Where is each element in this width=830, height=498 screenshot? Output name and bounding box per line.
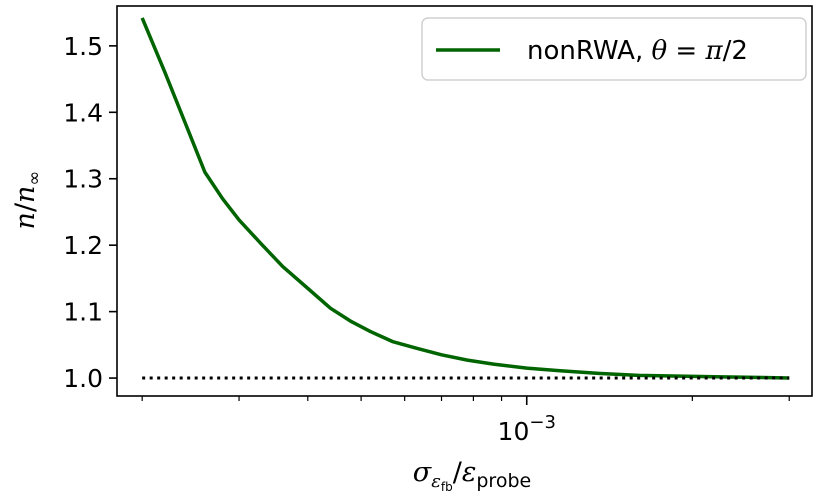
- legend-label: nonRWA, θ = π/2: [527, 36, 748, 66]
- legend-label-text: nonRWA,: [527, 36, 651, 66]
- x-axis-label-slash: /: [453, 457, 463, 488]
- y-axis-ticks: 1.0 1.1 1.2 1.3 1.4 1.5: [63, 32, 117, 393]
- y-tick-label: 1.2: [63, 231, 103, 260]
- legend-label-rest: /2: [723, 36, 748, 66]
- legend-label-pi: π: [704, 36, 723, 66]
- y-tick-label: 1.5: [63, 32, 103, 61]
- x-axis-label-subsub: fb: [441, 480, 453, 494]
- y-tick-label: 1.0: [63, 364, 103, 393]
- y-tick-label: 1.1: [63, 298, 103, 327]
- x-axis-ticks: 10−3: [141, 396, 790, 446]
- y-axis-label: n/n∞: [10, 171, 45, 230]
- plot-marks: [140, 17, 790, 380]
- y-tick-label: 1.3: [63, 165, 103, 194]
- x-axis-label-sub: ε: [431, 471, 441, 492]
- plot-frame: [116, 5, 813, 397]
- y-axis-label-sub: ∞: [24, 171, 45, 186]
- legend-box: [421, 17, 807, 81]
- legend-label-theta: θ: [651, 36, 667, 66]
- x-axis-label-sigma: σ: [413, 457, 433, 488]
- x-tick-label-exp: −3: [529, 412, 556, 433]
- x-axis-label: σεfb/εprobe: [413, 457, 531, 494]
- y-axis-label-slash: /: [10, 202, 41, 212]
- x-tick-label: 10−3: [498, 412, 556, 446]
- legend: nonRWA, θ = π/2: [421, 17, 807, 81]
- y-axis-label-n: n: [10, 212, 41, 229]
- legend-label-eq: =: [667, 36, 705, 66]
- x-axis-label-epsilon: ε: [462, 457, 477, 488]
- y-axis-label-n2: n: [10, 186, 41, 203]
- x-tick-label-base: 10: [498, 417, 530, 446]
- x-axis-label-sub2: probe: [476, 470, 531, 492]
- series-line: [140, 17, 790, 380]
- y-tick-label: 1.4: [63, 98, 103, 127]
